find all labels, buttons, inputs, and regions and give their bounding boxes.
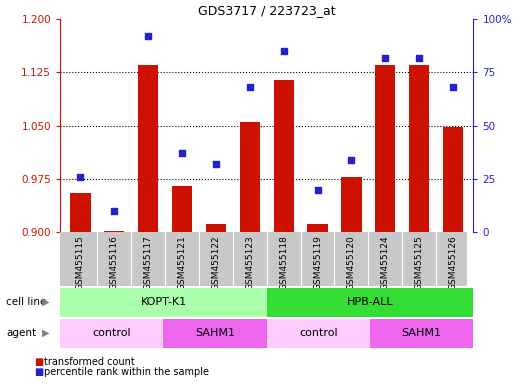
Text: GSM455125: GSM455125 — [415, 235, 424, 290]
Point — [415, 55, 423, 61]
Text: GSM455124: GSM455124 — [381, 235, 390, 290]
Text: ▶: ▶ — [42, 297, 50, 307]
Bar — [172, 186, 192, 232]
Bar — [104, 231, 124, 232]
Point — [279, 48, 288, 54]
Point — [313, 187, 322, 193]
Point — [347, 157, 356, 163]
Text: GSM455120: GSM455120 — [347, 235, 356, 290]
Bar — [70, 193, 90, 232]
Bar — [206, 224, 226, 232]
Bar — [443, 127, 463, 232]
Text: GSM455117: GSM455117 — [144, 235, 153, 290]
Text: HPB-ALL: HPB-ALL — [347, 297, 393, 308]
Text: GSM455115: GSM455115 — [76, 235, 85, 290]
Text: control: control — [299, 328, 338, 338]
Point — [381, 55, 390, 61]
Bar — [267, 288, 473, 317]
Text: GSM455126: GSM455126 — [449, 235, 458, 290]
Text: GSM455122: GSM455122 — [211, 235, 220, 290]
Bar — [240, 122, 260, 232]
Bar — [138, 65, 158, 232]
Bar — [274, 79, 294, 232]
Text: agent: agent — [6, 328, 37, 338]
Bar — [370, 319, 473, 348]
Bar — [60, 288, 267, 317]
Text: SAHM1: SAHM1 — [402, 328, 441, 338]
Text: percentile rank within the sample: percentile rank within the sample — [44, 367, 209, 377]
Text: GSM455119: GSM455119 — [313, 235, 322, 290]
Text: control: control — [93, 328, 131, 338]
Point — [246, 84, 254, 91]
Bar — [409, 65, 429, 232]
Text: ■: ■ — [34, 357, 43, 367]
Point — [144, 33, 152, 39]
Point — [212, 161, 220, 167]
Bar — [267, 319, 370, 348]
Point — [110, 208, 119, 214]
Text: GSM455116: GSM455116 — [110, 235, 119, 290]
Text: cell line: cell line — [6, 297, 47, 307]
Point — [449, 84, 457, 91]
Bar — [163, 319, 267, 348]
Text: ■: ■ — [34, 367, 43, 377]
Bar — [375, 65, 395, 232]
Bar — [341, 177, 361, 232]
Text: transformed count: transformed count — [44, 357, 135, 367]
Text: GSM455118: GSM455118 — [279, 235, 288, 290]
Text: KOPT-K1: KOPT-K1 — [140, 297, 187, 308]
Title: GDS3717 / 223723_at: GDS3717 / 223723_at — [198, 3, 336, 17]
Bar — [60, 319, 163, 348]
Bar — [308, 224, 328, 232]
Text: SAHM1: SAHM1 — [195, 328, 235, 338]
Text: GSM455121: GSM455121 — [178, 235, 187, 290]
Text: GSM455123: GSM455123 — [245, 235, 254, 290]
Point — [76, 174, 85, 180]
Text: ▶: ▶ — [42, 328, 50, 338]
Point — [178, 151, 186, 157]
